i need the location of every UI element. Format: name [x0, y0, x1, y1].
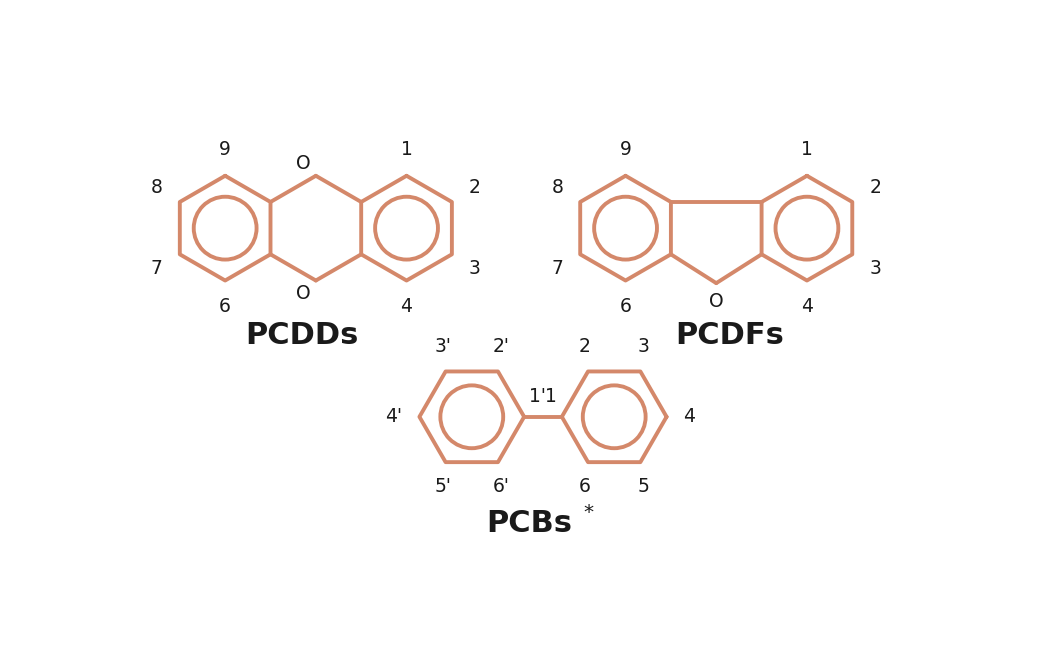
Text: 1: 1 — [401, 140, 413, 159]
Text: 4': 4' — [385, 408, 402, 426]
Text: 6: 6 — [620, 298, 632, 317]
Text: PCBs: PCBs — [486, 509, 572, 538]
Text: 1': 1' — [529, 387, 546, 406]
Text: PCDDs: PCDDs — [245, 320, 359, 350]
Text: 2: 2 — [469, 178, 480, 198]
Text: 2: 2 — [579, 337, 590, 356]
Text: O: O — [296, 153, 310, 173]
Text: 2: 2 — [870, 178, 881, 198]
Text: 4: 4 — [801, 298, 813, 317]
Text: 1: 1 — [545, 387, 558, 406]
Text: 6: 6 — [579, 477, 590, 497]
Text: 7: 7 — [151, 259, 163, 278]
Text: 8: 8 — [551, 178, 563, 198]
Text: 6: 6 — [219, 298, 231, 317]
Text: 7: 7 — [551, 259, 563, 278]
Text: PCDFs: PCDFs — [675, 320, 784, 350]
Text: 4: 4 — [401, 298, 413, 317]
Text: 2': 2' — [493, 337, 510, 356]
Text: 5: 5 — [638, 477, 650, 497]
Text: 3: 3 — [870, 259, 881, 278]
Text: 5': 5' — [434, 477, 451, 497]
Text: O: O — [709, 292, 724, 311]
Text: 3': 3' — [434, 337, 451, 356]
Text: 3: 3 — [638, 337, 650, 356]
Text: 9: 9 — [219, 140, 231, 159]
Text: O: O — [296, 283, 310, 303]
Text: 4: 4 — [683, 408, 695, 426]
Text: 9: 9 — [620, 140, 632, 159]
Text: *: * — [583, 503, 594, 522]
Text: 6': 6' — [493, 477, 510, 497]
Text: 8: 8 — [151, 178, 163, 198]
Text: 3: 3 — [469, 259, 480, 278]
Text: 1: 1 — [801, 140, 813, 159]
